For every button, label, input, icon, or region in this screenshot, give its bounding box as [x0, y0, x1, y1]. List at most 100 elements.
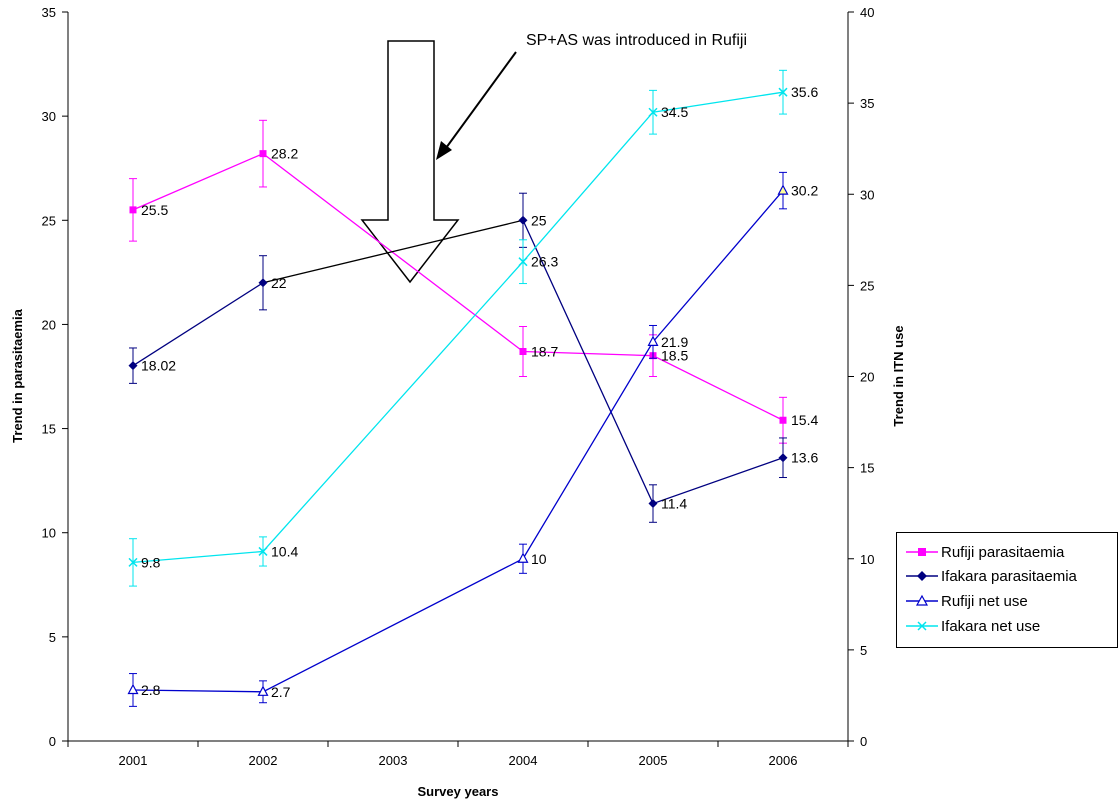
y-axis-title-right: Trend in ITN use	[891, 325, 906, 426]
legend-swatch-square-icon	[906, 548, 938, 556]
data-point-stroke	[128, 557, 138, 567]
y-tick-label-right: 20	[860, 370, 874, 385]
data-label: 21.9	[661, 334, 688, 350]
data-label: 9.8	[141, 554, 161, 570]
annotation-text: SP+AS was introduced in Rufiji	[526, 32, 747, 49]
data-point	[129, 206, 137, 214]
legend-label: Rufiji net use	[941, 592, 1028, 610]
x-tick-label: 2006	[769, 753, 798, 768]
y-tick-label-right: 40	[860, 5, 874, 20]
data-label: 18.5	[661, 348, 688, 364]
data-point	[778, 453, 788, 463]
data-label: 13.6	[791, 450, 818, 466]
data-point-stroke	[648, 107, 658, 117]
series-line	[132, 190, 784, 693]
legend-swatch-diamond-icon	[906, 571, 938, 581]
annotation-layer: SP+AS was introduced in Rufiji	[360, 32, 747, 284]
pointer-arrow-line	[445, 51, 517, 149]
x-tick-label: 2005	[639, 753, 668, 768]
x-tick-label: 2001	[119, 753, 148, 768]
y-tick-label-left: 25	[42, 213, 56, 228]
x-axis-title: Survey years	[418, 784, 499, 799]
data-label: 25.5	[141, 202, 168, 218]
series-line	[132, 152, 784, 421]
legend-item-rufiji-net-use: Rufiji net use	[905, 590, 1028, 612]
data-point	[518, 257, 528, 267]
series-line	[262, 219, 524, 284]
data-point	[257, 685, 269, 696]
data-label: 34.5	[661, 104, 688, 120]
data-label: 25	[531, 212, 547, 228]
x-tick-label: 2003	[379, 753, 408, 768]
data-point	[519, 348, 527, 356]
x-tick-label: 2002	[249, 753, 278, 768]
y-tick-label-right: 15	[860, 461, 874, 476]
y-axis-title-left: Trend in parasitaemia	[10, 308, 25, 442]
data-label: 22	[271, 275, 287, 291]
data-label: 28.2	[271, 146, 298, 162]
legend-swatch-x-icon	[906, 621, 938, 631]
data-point	[517, 552, 529, 563]
x-tick-label: 2004	[509, 753, 538, 768]
data-point	[128, 361, 138, 371]
series-ifakara-net-use	[128, 69, 788, 587]
legend-item-rufiji-parasitaemia: Rufiji parasitaemia	[905, 541, 1064, 563]
data-label: 10.4	[271, 543, 298, 559]
y-tick-label-left: 5	[49, 630, 56, 645]
down-arrow-shape	[360, 40, 460, 284]
data-point	[647, 335, 659, 346]
y-tick-label-right: 0	[860, 734, 867, 749]
legend-swatch-triangle-icon	[906, 594, 938, 606]
y-tick-label-right: 10	[860, 552, 874, 567]
series-rufiji-net-use	[127, 171, 789, 707]
y-tick-label-right: 25	[860, 278, 874, 293]
data-point	[258, 278, 268, 288]
data-point-stroke	[258, 546, 268, 556]
data-label: 11.4	[661, 496, 687, 512]
pointer-arrow-head	[436, 141, 452, 160]
data-point	[779, 416, 787, 424]
data-label: 10	[531, 551, 547, 567]
series-line	[132, 282, 264, 367]
data-point	[778, 87, 788, 97]
series-layer	[127, 69, 789, 707]
data-point	[127, 683, 139, 695]
legend-item-ifakara-net-use: Ifakara net use	[905, 615, 1040, 637]
data-label: 15.4	[791, 412, 818, 428]
y-tick-label-left: 0	[49, 734, 56, 749]
data-label: 30.2	[791, 183, 818, 199]
y-tick-label-left: 10	[42, 526, 56, 541]
data-point	[128, 557, 138, 567]
legend-label: Ifakara parasitaemia	[941, 567, 1077, 585]
data-label: 18.7	[531, 344, 558, 360]
data-label-layer: 25.5 28.2 18.7 18.5 15.4 18.02 22 25 11.4 13.6 2.8…	[141, 84, 818, 700]
y-tick-label-right: 35	[860, 96, 874, 111]
axes-layer: 0 5 10 15 20 25 30 35 0 5 10 15 20 25 30 35 40 2001 2002 20…	[42, 5, 875, 768]
data-point	[258, 546, 268, 556]
series-rufiji-parasitaemia	[129, 119, 787, 444]
data-label: 18.02	[141, 358, 176, 374]
data-label: 35.6	[791, 84, 818, 100]
data-point	[648, 499, 658, 509]
data-label: 26.3	[531, 254, 558, 270]
legend: Rufiji parasitaemia Ifakara parasitaemia…	[896, 532, 1118, 648]
data-point-stroke	[518, 257, 528, 267]
y-tick-label-left: 35	[42, 5, 56, 20]
legend-label: Rufiji parasitaemia	[941, 543, 1065, 561]
data-label: 2.8	[141, 682, 161, 698]
y-tick-label-left: 15	[42, 422, 56, 437]
data-point-stroke	[778, 87, 788, 97]
y-tick-label-left: 30	[42, 109, 56, 124]
data-point	[259, 150, 267, 158]
data-point	[777, 184, 789, 195]
legend-label: Ifakara net use	[941, 617, 1041, 635]
data-label: 2.7	[271, 684, 291, 700]
legend-item-ifakara-parasitaemia: Ifakara parasitaemia	[905, 565, 1077, 587]
y-tick-label-left: 20	[42, 317, 56, 332]
y-tick-label-right: 5	[860, 643, 867, 658]
series-ifakara-parasitaemia	[128, 192, 788, 523]
y-tick-label-right: 30	[860, 187, 874, 202]
data-point	[648, 107, 658, 117]
data-point	[518, 215, 528, 225]
